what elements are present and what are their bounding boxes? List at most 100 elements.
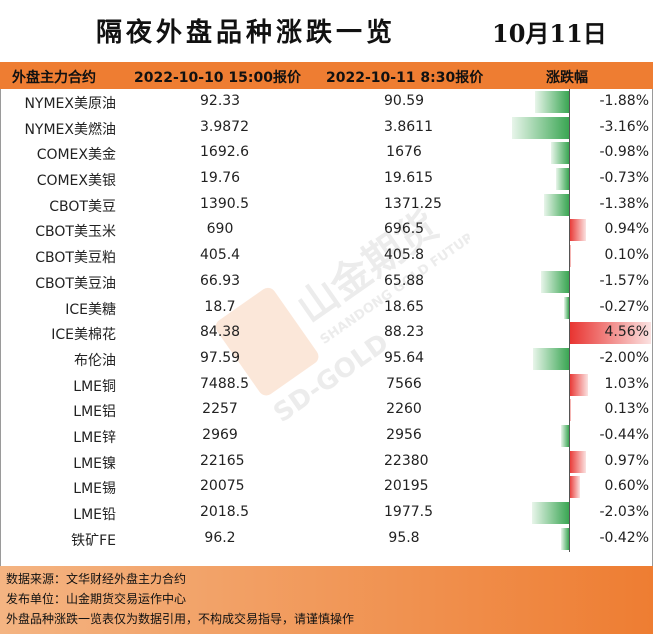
footer-disclaimer: 外盘品种涨跌一览表仅为数据引用，不构成交易指导，请谨慎操作: [6, 612, 355, 626]
contract-name: 铁矿FE: [71, 532, 116, 549]
price-1: 22165: [200, 452, 245, 469]
change-pct: -0.98%: [599, 144, 649, 161]
change-bar: [569, 219, 586, 242]
change-bar: [533, 347, 569, 370]
title-bar: 隔夜外盘品种涨跌一览 10月11日: [0, 0, 653, 62]
contract-name: LME铝: [73, 404, 116, 421]
table-row: LME镍 22165 22380 0.97%: [0, 449, 653, 475]
price-1: 66.93: [200, 272, 241, 289]
change-pct: -0.27%: [599, 298, 649, 315]
price-1: 92.33: [200, 93, 241, 109]
change-pct: 4.56%: [604, 324, 649, 341]
price-1: 405.4: [200, 247, 241, 264]
contract-name: NYMEX美燃油: [24, 121, 116, 138]
contract-name: LME镍: [73, 455, 116, 472]
table-row: CBOT美豆粕 405.4 405.8 0.10%: [0, 243, 653, 269]
table-row: LME锡 20075 20195 0.60%: [0, 474, 653, 500]
change-pct: 0.97%: [604, 452, 649, 469]
price-1: 96.2: [204, 529, 236, 546]
contract-name: ICE美棉花: [51, 327, 116, 344]
price-1: 18.7: [204, 298, 236, 315]
price-2: 1676: [386, 144, 422, 161]
change-bar: [569, 476, 580, 499]
table-row: 布伦油 97.59 95.64 -2.00%: [0, 346, 653, 372]
change-bar: [569, 450, 587, 473]
table-row: CBOT美豆油 66.93 65.88 -1.57%: [0, 269, 653, 295]
table-row: LME铜 7488.5 7566 1.03%: [0, 372, 653, 398]
price-1: 3.9872: [200, 118, 249, 135]
change-pct: -2.00%: [599, 349, 649, 366]
table-row: NYMEX美燃油 3.9872 3.8611 -3.16%: [0, 115, 653, 141]
price-1: 2018.5: [200, 504, 249, 520]
change-pct: 0.60%: [604, 478, 649, 495]
price-1: 84.38: [200, 324, 241, 341]
page-title: 隔夜外盘品种涨跌一览: [96, 18, 397, 48]
change-bar: [569, 373, 588, 396]
contract-name: LME铜: [73, 378, 116, 395]
table-row: 铁矿FE 96.2 95.8 -0.42%: [0, 526, 653, 552]
table-row: COMEX美银 19.76 19.615 -0.73%: [0, 166, 653, 192]
price-1: 1390.5: [200, 195, 249, 212]
price-1: 20075: [200, 478, 245, 495]
header-price2: 2022-10-11 8:30报价: [326, 70, 484, 86]
change-pct: -1.57%: [599, 272, 649, 289]
price-1: 97.59: [200, 349, 241, 366]
report-date: 10月11日: [492, 19, 607, 48]
change-bar: [512, 116, 569, 139]
change-bar: [569, 399, 572, 422]
change-pct: -1.38%: [599, 195, 649, 212]
change-bar: [535, 91, 569, 113]
price-2: 95.64: [384, 349, 425, 366]
contract-name: LME锡: [73, 481, 116, 498]
price-1: 690: [206, 221, 234, 238]
price-1: 2969: [202, 426, 238, 443]
contract-name: COMEX美银: [36, 173, 116, 190]
table-row: ICE美糖 18.7 18.65 -0.27%: [0, 295, 653, 321]
price-1: 19.76: [200, 170, 241, 187]
price-2: 88.23: [384, 324, 425, 341]
price-2: 19.615: [384, 170, 433, 187]
contract-name: CBOT美豆: [49, 198, 116, 215]
change-pct: -0.42%: [599, 529, 649, 546]
header-change: 涨跌幅: [546, 70, 588, 86]
table-header: 外盘主力合约 2022-10-10 15:00报价 2022-10-11 8:3…: [0, 62, 653, 89]
change-bar: [540, 270, 569, 293]
contract-name: NYMEX美原油: [24, 96, 116, 112]
table-row: COMEX美金 1692.6 1676 -0.98%: [0, 140, 653, 166]
price-2: 2956: [386, 426, 422, 443]
header-price1: 2022-10-10 15:00报价: [134, 70, 301, 86]
data-rows: NYMEX美原油 92.33 90.59 -1.88% NYMEX美燃油 3.9872 3.…: [0, 89, 653, 551]
table-row: ICE美棉花 84.38 88.23 4.56%: [0, 320, 653, 346]
contract-name: LME锌: [73, 429, 116, 446]
zero-axis-line: [569, 89, 570, 552]
change-bar: [555, 168, 569, 191]
contract-name: CBOT美豆粕: [35, 250, 116, 267]
table-row: LME铅 2018.5 1977.5 -2.03%: [0, 500, 653, 526]
change-pct: -2.03%: [599, 504, 649, 520]
price-2: 696.5: [384, 221, 425, 238]
change-pct: -3.16%: [599, 118, 649, 135]
price-2: 2260: [386, 401, 422, 418]
change-bar: [532, 502, 569, 524]
change-pct: -0.73%: [599, 170, 649, 187]
change-bar: [544, 193, 569, 216]
price-2: 7566: [386, 375, 422, 392]
footer-publisher: 发布单位：山金期货交易运作中心: [6, 592, 187, 606]
contract-name: 布伦油: [74, 352, 116, 369]
price-2: 90.59: [384, 93, 425, 109]
change-pct: 0.10%: [604, 247, 649, 264]
price-2: 65.88: [384, 272, 425, 289]
change-pct: -0.44%: [599, 426, 649, 443]
contract-name: CBOT美豆油: [35, 275, 116, 292]
table-row: CBOT美玉米 690 696.5 0.94%: [0, 217, 653, 243]
change-pct: 0.94%: [604, 221, 649, 238]
change-bar: [564, 296, 569, 319]
footer-source: 数据来源：文华财经外盘主力合约: [6, 572, 187, 586]
change-pct: 1.03%: [604, 375, 649, 392]
header-name: 外盘主力合约: [12, 70, 96, 86]
contract-name: CBOT美玉米: [35, 224, 116, 241]
table-row: NYMEX美原油 92.33 90.59 -1.88%: [0, 89, 653, 115]
price-1: 7488.5: [200, 375, 249, 392]
price-1: 1692.6: [200, 144, 249, 161]
price-2: 1371.25: [384, 195, 442, 212]
